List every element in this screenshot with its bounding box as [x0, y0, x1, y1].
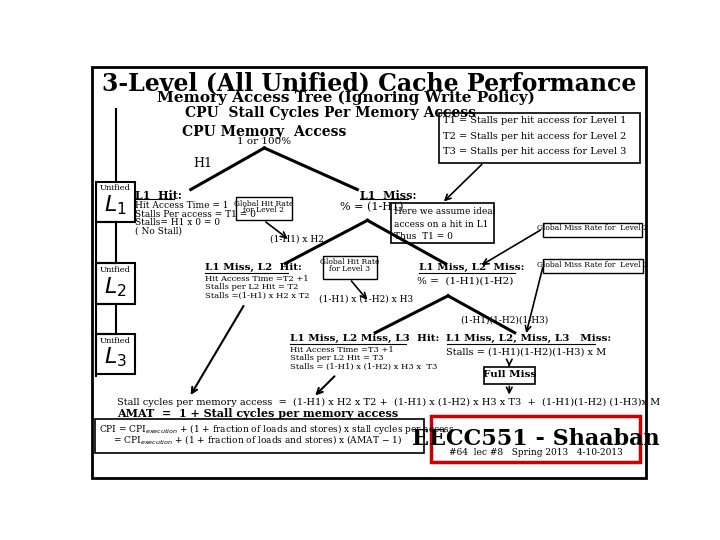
- Text: Unified: Unified: [100, 266, 131, 274]
- FancyBboxPatch shape: [235, 197, 292, 220]
- Text: Stall cycles per memory access  =  (1-H1) x H2 x T2 +  (1-H1) x (1-H2) x H3 x T3: Stall cycles per memory access = (1-H1) …: [117, 397, 660, 407]
- FancyBboxPatch shape: [544, 259, 642, 273]
- Text: Unified: Unified: [100, 184, 131, 192]
- Text: CPU Memory  Access: CPU Memory Access: [182, 125, 346, 139]
- Text: $L_1$: $L_1$: [104, 193, 127, 217]
- Text: Stalls = (1-H1) x (1-H2) x H3 x  T3: Stalls = (1-H1) x (1-H2) x H3 x T3: [290, 363, 437, 371]
- Text: AMAT  =  1 + Stall cycles per memory access: AMAT = 1 + Stall cycles per memory acces…: [117, 408, 398, 419]
- Text: Stalls per L2 Hit = T3: Stalls per L2 Hit = T3: [290, 354, 384, 362]
- Text: for Level 2: for Level 2: [243, 206, 284, 214]
- Text: Stalls= H1 x 0 = 0: Stalls= H1 x 0 = 0: [135, 218, 220, 227]
- FancyBboxPatch shape: [543, 222, 642, 237]
- Text: T2 = Stalls per hit access for Level 2: T2 = Stalls per hit access for Level 2: [443, 132, 626, 141]
- Text: Thus  T1 = 0: Thus T1 = 0: [394, 232, 453, 241]
- FancyBboxPatch shape: [96, 334, 135, 374]
- FancyBboxPatch shape: [94, 419, 424, 453]
- Text: $L_3$: $L_3$: [104, 346, 127, 369]
- Text: Stalls = (1-H1)(1-H2)(1-H3) x M: Stalls = (1-H1)(1-H2)(1-H3) x M: [446, 347, 607, 356]
- FancyBboxPatch shape: [96, 264, 135, 303]
- Text: Full Miss: Full Miss: [482, 370, 536, 379]
- FancyBboxPatch shape: [323, 256, 377, 279]
- Text: CPI = CPI$_{execution}$ + (1 + fraction of loads and stores) x stall cycles per : CPI = CPI$_{execution}$ + (1 + fraction …: [99, 422, 454, 436]
- Text: Here we assume ideal: Here we assume ideal: [394, 207, 495, 216]
- Text: L1  Hit:: L1 Hit:: [135, 190, 182, 201]
- Text: Hit Access Time =T3 +1: Hit Access Time =T3 +1: [290, 346, 394, 354]
- Text: L1  Miss:: L1 Miss:: [360, 190, 416, 201]
- Text: L1 Miss, L2, Miss, L3   Miss:: L1 Miss, L2, Miss, L3 Miss:: [446, 334, 612, 343]
- FancyBboxPatch shape: [484, 367, 535, 383]
- Text: T3 = Stalls per hit access for Level 3: T3 = Stalls per hit access for Level 3: [443, 147, 626, 156]
- Text: Global Hit Rate: Global Hit Rate: [234, 200, 293, 207]
- Text: ( No Stall): ( No Stall): [135, 226, 182, 235]
- Text: Unified: Unified: [100, 336, 131, 345]
- Text: 1 or 100%: 1 or 100%: [238, 137, 292, 146]
- Text: L1 Miss, L2 Miss, L3  Hit:: L1 Miss, L2 Miss, L3 Hit:: [290, 334, 439, 343]
- Text: Memory Access Tree (Ignoring Write Policy): Memory Access Tree (Ignoring Write Polic…: [157, 90, 535, 105]
- Text: = CPI$_{execution}$ + (1 + fraction of loads and stores) x (AMAT $-$ 1): = CPI$_{execution}$ + (1 + fraction of l…: [99, 433, 402, 446]
- Text: L1 Miss, L2  Hit:: L1 Miss, L2 Hit:: [204, 264, 302, 273]
- Text: $L_2$: $L_2$: [104, 275, 127, 299]
- Text: Stalls Per access = T1 = 0: Stalls Per access = T1 = 0: [135, 210, 256, 219]
- Text: Hit Access Time = 1: Hit Access Time = 1: [135, 201, 228, 210]
- Text: T1 = Stalls per hit access for Level 1: T1 = Stalls per hit access for Level 1: [443, 117, 626, 125]
- Text: access on a hit in L1: access on a hit in L1: [394, 220, 488, 228]
- FancyBboxPatch shape: [431, 416, 640, 462]
- Text: #64  lec #8   Spring 2013   4-10-2013: #64 lec #8 Spring 2013 4-10-2013: [449, 448, 623, 457]
- Text: Stalls per L2 Hit = T2: Stalls per L2 Hit = T2: [204, 284, 298, 292]
- Text: 3-Level (All Unified) Cache Performance: 3-Level (All Unified) Cache Performance: [102, 71, 636, 95]
- Text: Hit Access Time =T2 +1: Hit Access Time =T2 +1: [204, 275, 308, 283]
- Text: (1-H1) x H2: (1-H1) x H2: [270, 234, 324, 243]
- Text: (1-H1) x (1-H2) x H3: (1-H1) x (1-H2) x H3: [319, 294, 413, 303]
- FancyBboxPatch shape: [391, 204, 494, 244]
- Text: Global Miss Rate for  Level 2: Global Miss Rate for Level 2: [536, 224, 648, 232]
- Text: EECC551 - Shaaban: EECC551 - Shaaban: [412, 428, 660, 450]
- Text: % =  (1-H1)(1-H2): % = (1-H1)(1-H2): [417, 276, 513, 286]
- Text: for Level 3: for Level 3: [329, 265, 370, 273]
- FancyBboxPatch shape: [438, 112, 640, 163]
- Text: L1 Miss, L2  Miss:: L1 Miss, L2 Miss:: [418, 264, 524, 273]
- Text: % = (1-H1): % = (1-H1): [340, 202, 403, 212]
- Text: Global Hit Rate: Global Hit Rate: [320, 258, 379, 266]
- Text: CPU  Stall Cycles Per Memory Access: CPU Stall Cycles Per Memory Access: [185, 106, 476, 120]
- Text: (1-H1)(1-H2)(1-H3): (1-H1)(1-H2)(1-H3): [461, 316, 549, 325]
- FancyBboxPatch shape: [96, 182, 135, 222]
- Text: Stalls =(1-H1) x H2 x T2: Stalls =(1-H1) x H2 x T2: [204, 292, 309, 300]
- Text: H1: H1: [193, 157, 212, 170]
- Text: Global Miss Rate for  Level 3: Global Miss Rate for Level 3: [537, 261, 649, 269]
- FancyBboxPatch shape: [92, 67, 646, 478]
